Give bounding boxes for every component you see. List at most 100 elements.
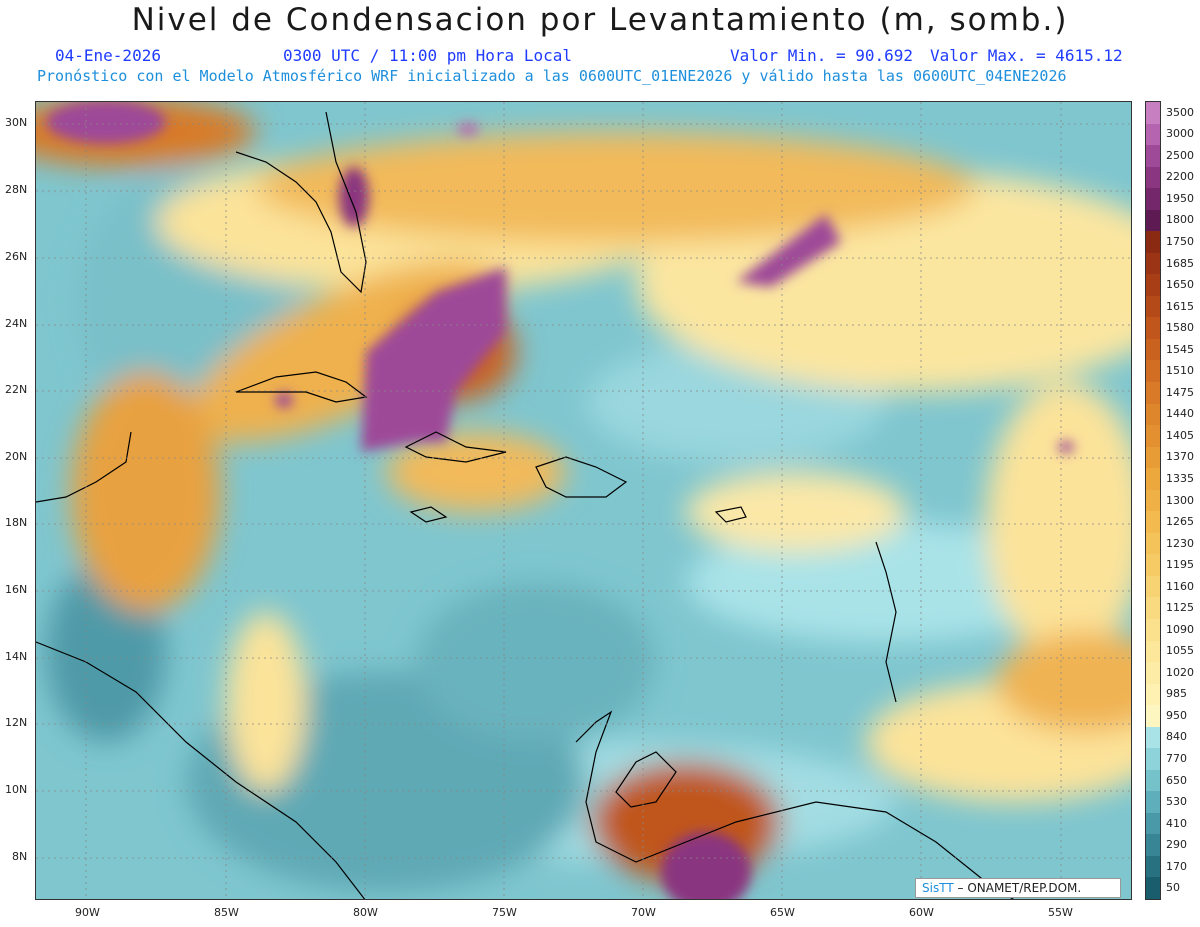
colorbar-label: 1750 (1166, 235, 1194, 248)
colorbar-label: 1580 (1166, 321, 1194, 335)
forecast-info: Pronóstico con el Modelo Atmosférico WRF… (37, 67, 1067, 85)
map-area (35, 101, 1132, 900)
colorbar-segment (1146, 188, 1160, 211)
credit-box: SisTT – ONAMET/REP.DOM. (915, 878, 1121, 898)
colorbar-label: 3500 (1166, 105, 1194, 119)
colorbar-segment (1146, 338, 1160, 361)
colorbar (1145, 101, 1161, 900)
max-value-label: Valor Max. = 4615.12 (930, 46, 1123, 65)
time-label: 0300 UTC / 11:00 pm Hora Local (283, 46, 572, 65)
colorbar-label: 1800 (1166, 213, 1194, 227)
lat-label: 20N (5, 450, 28, 463)
colorbar-segment (1146, 489, 1160, 512)
colorbar-label: 1090 (1166, 622, 1194, 636)
colorbar-segment (1146, 855, 1160, 878)
lon-label: 60W (909, 906, 934, 919)
lat-label: 30N (5, 116, 28, 129)
high-lcl-patches (46, 102, 1074, 899)
colorbar-segment (1146, 425, 1160, 448)
colorbar-label: 410 (1166, 816, 1187, 830)
colorbar-label: 1615 (1166, 299, 1194, 313)
colorbar-segment (1146, 166, 1160, 189)
colorbar-label: 50 (1166, 881, 1180, 895)
colorbar-label: 1405 (1166, 428, 1194, 442)
colorbar-segment (1146, 317, 1160, 340)
colorbar-label: 1475 (1166, 385, 1194, 399)
colorbar-segment (1146, 295, 1160, 318)
colorbar-label: 1335 (1166, 471, 1194, 485)
colorbar-label: 1265 (1166, 515, 1194, 529)
colorbar-segment (1146, 769, 1160, 792)
colorbar-segment (1146, 403, 1160, 426)
colorbar-segment (1146, 683, 1160, 706)
lon-label: 90W (75, 906, 100, 919)
colorbar-segment (1146, 834, 1160, 857)
sispi-logo: SisTT (922, 881, 954, 895)
colorbar-segment (1146, 726, 1160, 749)
colorbar-segment (1146, 877, 1160, 900)
lat-label: 12N (5, 716, 28, 729)
lat-label: 18N (5, 516, 28, 529)
lat-label: 16N (5, 583, 28, 596)
lat-label: 26N (5, 250, 28, 263)
colorbar-label: 840 (1166, 730, 1187, 744)
colorbar-segment (1146, 468, 1160, 491)
colorbar-label: 1650 (1166, 278, 1194, 292)
colorbar-label: 1950 (1166, 191, 1194, 205)
map-title: Nivel de Condensacion por Levantamiento … (131, 2, 1069, 38)
colorbar-segment (1146, 511, 1160, 534)
colorbar-segment (1146, 812, 1160, 835)
lat-label: 10N (5, 783, 28, 796)
colorbar-label: 770 (1166, 751, 1187, 765)
colorbar-segment (1146, 748, 1160, 771)
lon-label: 65W (770, 906, 795, 919)
colorbar-label: 1125 (1166, 601, 1194, 615)
colorbar-segment (1146, 532, 1160, 555)
colorbar-label: 1510 (1166, 364, 1194, 378)
colorbar-label: 530 (1166, 795, 1187, 809)
graticule (36, 102, 1131, 899)
lat-label: 8N (12, 850, 28, 863)
field-shading (36, 102, 1131, 892)
colorbar-segment (1146, 662, 1160, 685)
colorbar-label: 290 (1166, 838, 1187, 852)
colorbar-label: 1440 (1166, 407, 1194, 421)
colorbar-label: 1685 (1166, 256, 1194, 270)
colorbar-segment (1146, 446, 1160, 469)
colorbar-segment (1146, 274, 1160, 297)
colorbar-segment (1146, 102, 1160, 125)
lon-label: 85W (214, 906, 239, 919)
colorbar-segment (1146, 640, 1160, 663)
lon-label: 75W (492, 906, 517, 919)
colorbar-label: 170 (1166, 859, 1187, 873)
colorbar-label: 2200 (1166, 170, 1194, 184)
colorbar-label: 1160 (1166, 579, 1194, 593)
colorbar-segment (1146, 618, 1160, 641)
colorbar-segment (1146, 360, 1160, 383)
colorbar-segment (1146, 554, 1160, 577)
colorbar-segment (1146, 597, 1160, 620)
lon-label: 70W (631, 906, 656, 919)
colorbar-label: 1195 (1166, 558, 1194, 572)
colorbar-label: 950 (1166, 708, 1187, 722)
colorbar-label: 1055 (1166, 644, 1194, 658)
coastlines (36, 111, 1014, 899)
condensation-field-map (36, 102, 1131, 899)
colorbar-segment (1146, 123, 1160, 146)
lon-label: 80W (353, 906, 378, 919)
colorbar-label: 2500 (1166, 148, 1194, 162)
lon-label: 55W (1048, 906, 1073, 919)
colorbar-label: 1545 (1166, 342, 1194, 356)
min-value-label: Valor Min. = 90.692 (730, 46, 914, 65)
colorbar-label: 1020 (1166, 665, 1194, 679)
colorbar-segment (1146, 209, 1160, 232)
colorbar-segment (1146, 791, 1160, 814)
colorbar-label: 1300 (1166, 493, 1194, 507)
colorbar-label: 985 (1166, 687, 1187, 701)
colorbar-label: 650 (1166, 773, 1187, 787)
colorbar-segment (1146, 382, 1160, 405)
colorbar-label: 3000 (1166, 127, 1194, 141)
lat-label: 14N (5, 650, 28, 663)
credit-org: ONAMET/REP.DOM. (967, 881, 1082, 895)
colorbar-segment (1146, 145, 1160, 168)
